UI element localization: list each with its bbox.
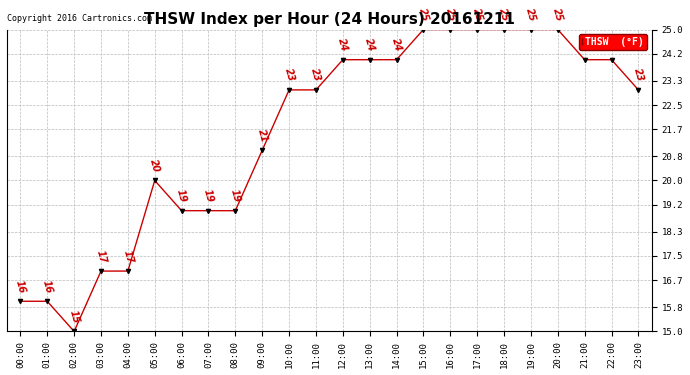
Text: 19: 19 [202,188,215,204]
Text: 25: 25 [417,7,430,22]
Text: 24: 24 [336,37,349,53]
Text: 25: 25 [471,7,484,22]
Text: 24: 24 [363,37,376,53]
Text: 19: 19 [175,188,188,204]
Text: 16: 16 [41,279,54,294]
Text: 16: 16 [14,279,27,294]
Text: 24: 24 [390,37,403,53]
Text: 20: 20 [148,158,161,174]
Text: 25: 25 [444,7,457,22]
Text: Copyright 2016 Cartronics.com: Copyright 2016 Cartronics.com [7,15,152,24]
Text: 17: 17 [121,249,135,264]
Title: THSW Index per Hour (24 Hours) 20161211: THSW Index per Hour (24 Hours) 20161211 [144,12,515,27]
Text: 23: 23 [309,68,322,83]
Text: 25: 25 [524,7,538,22]
Text: 23: 23 [632,68,645,83]
Legend: THSW  (°F): THSW (°F) [580,34,647,50]
Text: 15: 15 [68,309,81,324]
Text: 19: 19 [229,188,242,204]
Text: 25: 25 [497,7,511,22]
Text: 23: 23 [282,68,295,83]
Text: 24: 24 [605,37,618,53]
Text: 25: 25 [551,7,564,22]
Text: 17: 17 [95,249,108,264]
Text: 24: 24 [578,37,591,53]
Text: 21: 21 [255,128,269,143]
